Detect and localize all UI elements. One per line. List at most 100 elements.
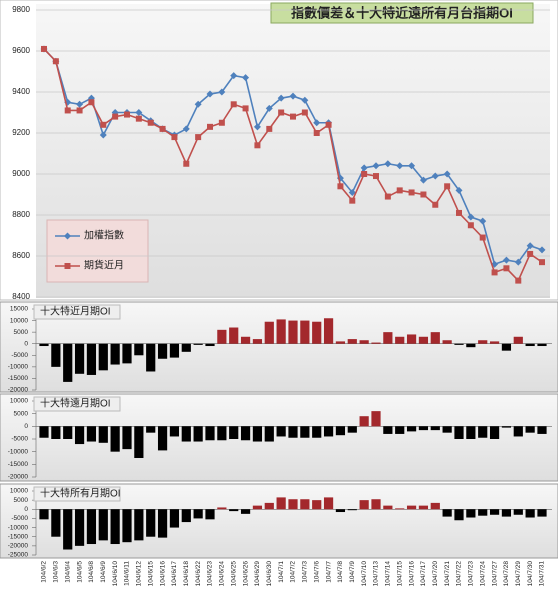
marker [254, 142, 261, 149]
bar [134, 509, 144, 541]
marker [456, 209, 462, 216]
marker [408, 162, 416, 170]
bar [383, 505, 393, 510]
bar [288, 320, 298, 344]
marker [278, 109, 285, 116]
marker [194, 100, 202, 108]
chart-title: 指數價差＆十大特近遠所有月台指期OI [291, 5, 513, 20]
marker [348, 188, 356, 196]
bar [252, 426, 263, 442]
bar [442, 426, 452, 433]
bar [252, 505, 263, 510]
bar [418, 505, 429, 510]
marker [514, 258, 522, 266]
x-tick-label: 104/7/10 [361, 561, 368, 587]
bar [454, 426, 464, 439]
marker [218, 88, 226, 96]
bar [181, 509, 191, 523]
marker [539, 259, 545, 266]
bar [74, 426, 85, 445]
x-tick-label: 104/7/13 [373, 561, 380, 587]
marker [361, 171, 368, 177]
x-tick-label: 104/6/12 [136, 561, 143, 587]
marker [171, 134, 178, 141]
marker [467, 222, 474, 229]
bar [74, 343, 85, 374]
legend-box [46, 219, 149, 283]
marker [503, 265, 510, 272]
bar [63, 343, 73, 382]
bar [323, 318, 334, 344]
bar [454, 509, 464, 521]
bar [63, 509, 73, 550]
marker [147, 119, 154, 126]
marker [467, 213, 475, 221]
bar [489, 509, 500, 515]
bar [146, 343, 156, 372]
bar [205, 509, 215, 520]
marker [159, 125, 166, 132]
bar [359, 340, 369, 344]
bar [371, 342, 381, 344]
y-tick-label: 8600 [12, 251, 30, 260]
marker [325, 121, 332, 128]
marker [396, 187, 403, 194]
bar [406, 334, 417, 344]
y-tick-label: 9000 [12, 169, 30, 178]
bar [217, 426, 227, 441]
marker [301, 109, 308, 116]
bar [169, 343, 180, 358]
bar [371, 499, 381, 510]
marker [313, 130, 320, 136]
bar [513, 426, 523, 437]
bar [359, 500, 369, 510]
bar [264, 426, 274, 442]
y-tick-label: -25000 [8, 552, 29, 559]
bar [86, 426, 97, 442]
marker [349, 197, 356, 204]
bar [240, 426, 251, 441]
y-tick-label: 8400 [12, 292, 30, 301]
marker [182, 125, 190, 133]
bar [146, 426, 156, 433]
bar [312, 500, 322, 510]
bar [406, 426, 417, 432]
y-tick-label: 5000 [14, 329, 29, 336]
marker [527, 250, 534, 257]
bar [418, 426, 429, 431]
y-tick-label: 9200 [12, 128, 30, 137]
y-tick-label: -5000 [11, 515, 28, 522]
bar [466, 426, 476, 439]
bar [193, 343, 203, 345]
bar [193, 509, 203, 519]
x-tick-label: 104/6/16 [159, 561, 166, 587]
marker [337, 183, 344, 190]
bar [264, 321, 274, 344]
y-tick-label: -10000 [8, 364, 29, 371]
bar [430, 426, 440, 431]
marker [41, 45, 47, 52]
marker [360, 164, 368, 172]
marker [420, 191, 427, 198]
marker [112, 113, 119, 120]
panel-title: 十大特所有月期OI [40, 487, 121, 500]
y-tick-label: 0 [24, 340, 28, 347]
bar [478, 426, 488, 438]
y-tick-label: 8800 [12, 210, 30, 219]
y-tick-label: -15000 [8, 375, 29, 382]
bar [383, 332, 393, 344]
x-tick-label: 104/7/3 [302, 561, 309, 583]
marker [135, 109, 143, 116]
x-tick-label: 104/6/25 [230, 561, 237, 587]
y-tick-label: -20000 [8, 474, 29, 481]
bar [39, 343, 49, 347]
bar [110, 509, 120, 545]
bar [323, 497, 334, 510]
bar [122, 509, 132, 543]
bar [347, 426, 357, 433]
bar [312, 321, 322, 344]
marker [100, 121, 107, 128]
marker [419, 176, 427, 184]
bar [169, 509, 180, 528]
